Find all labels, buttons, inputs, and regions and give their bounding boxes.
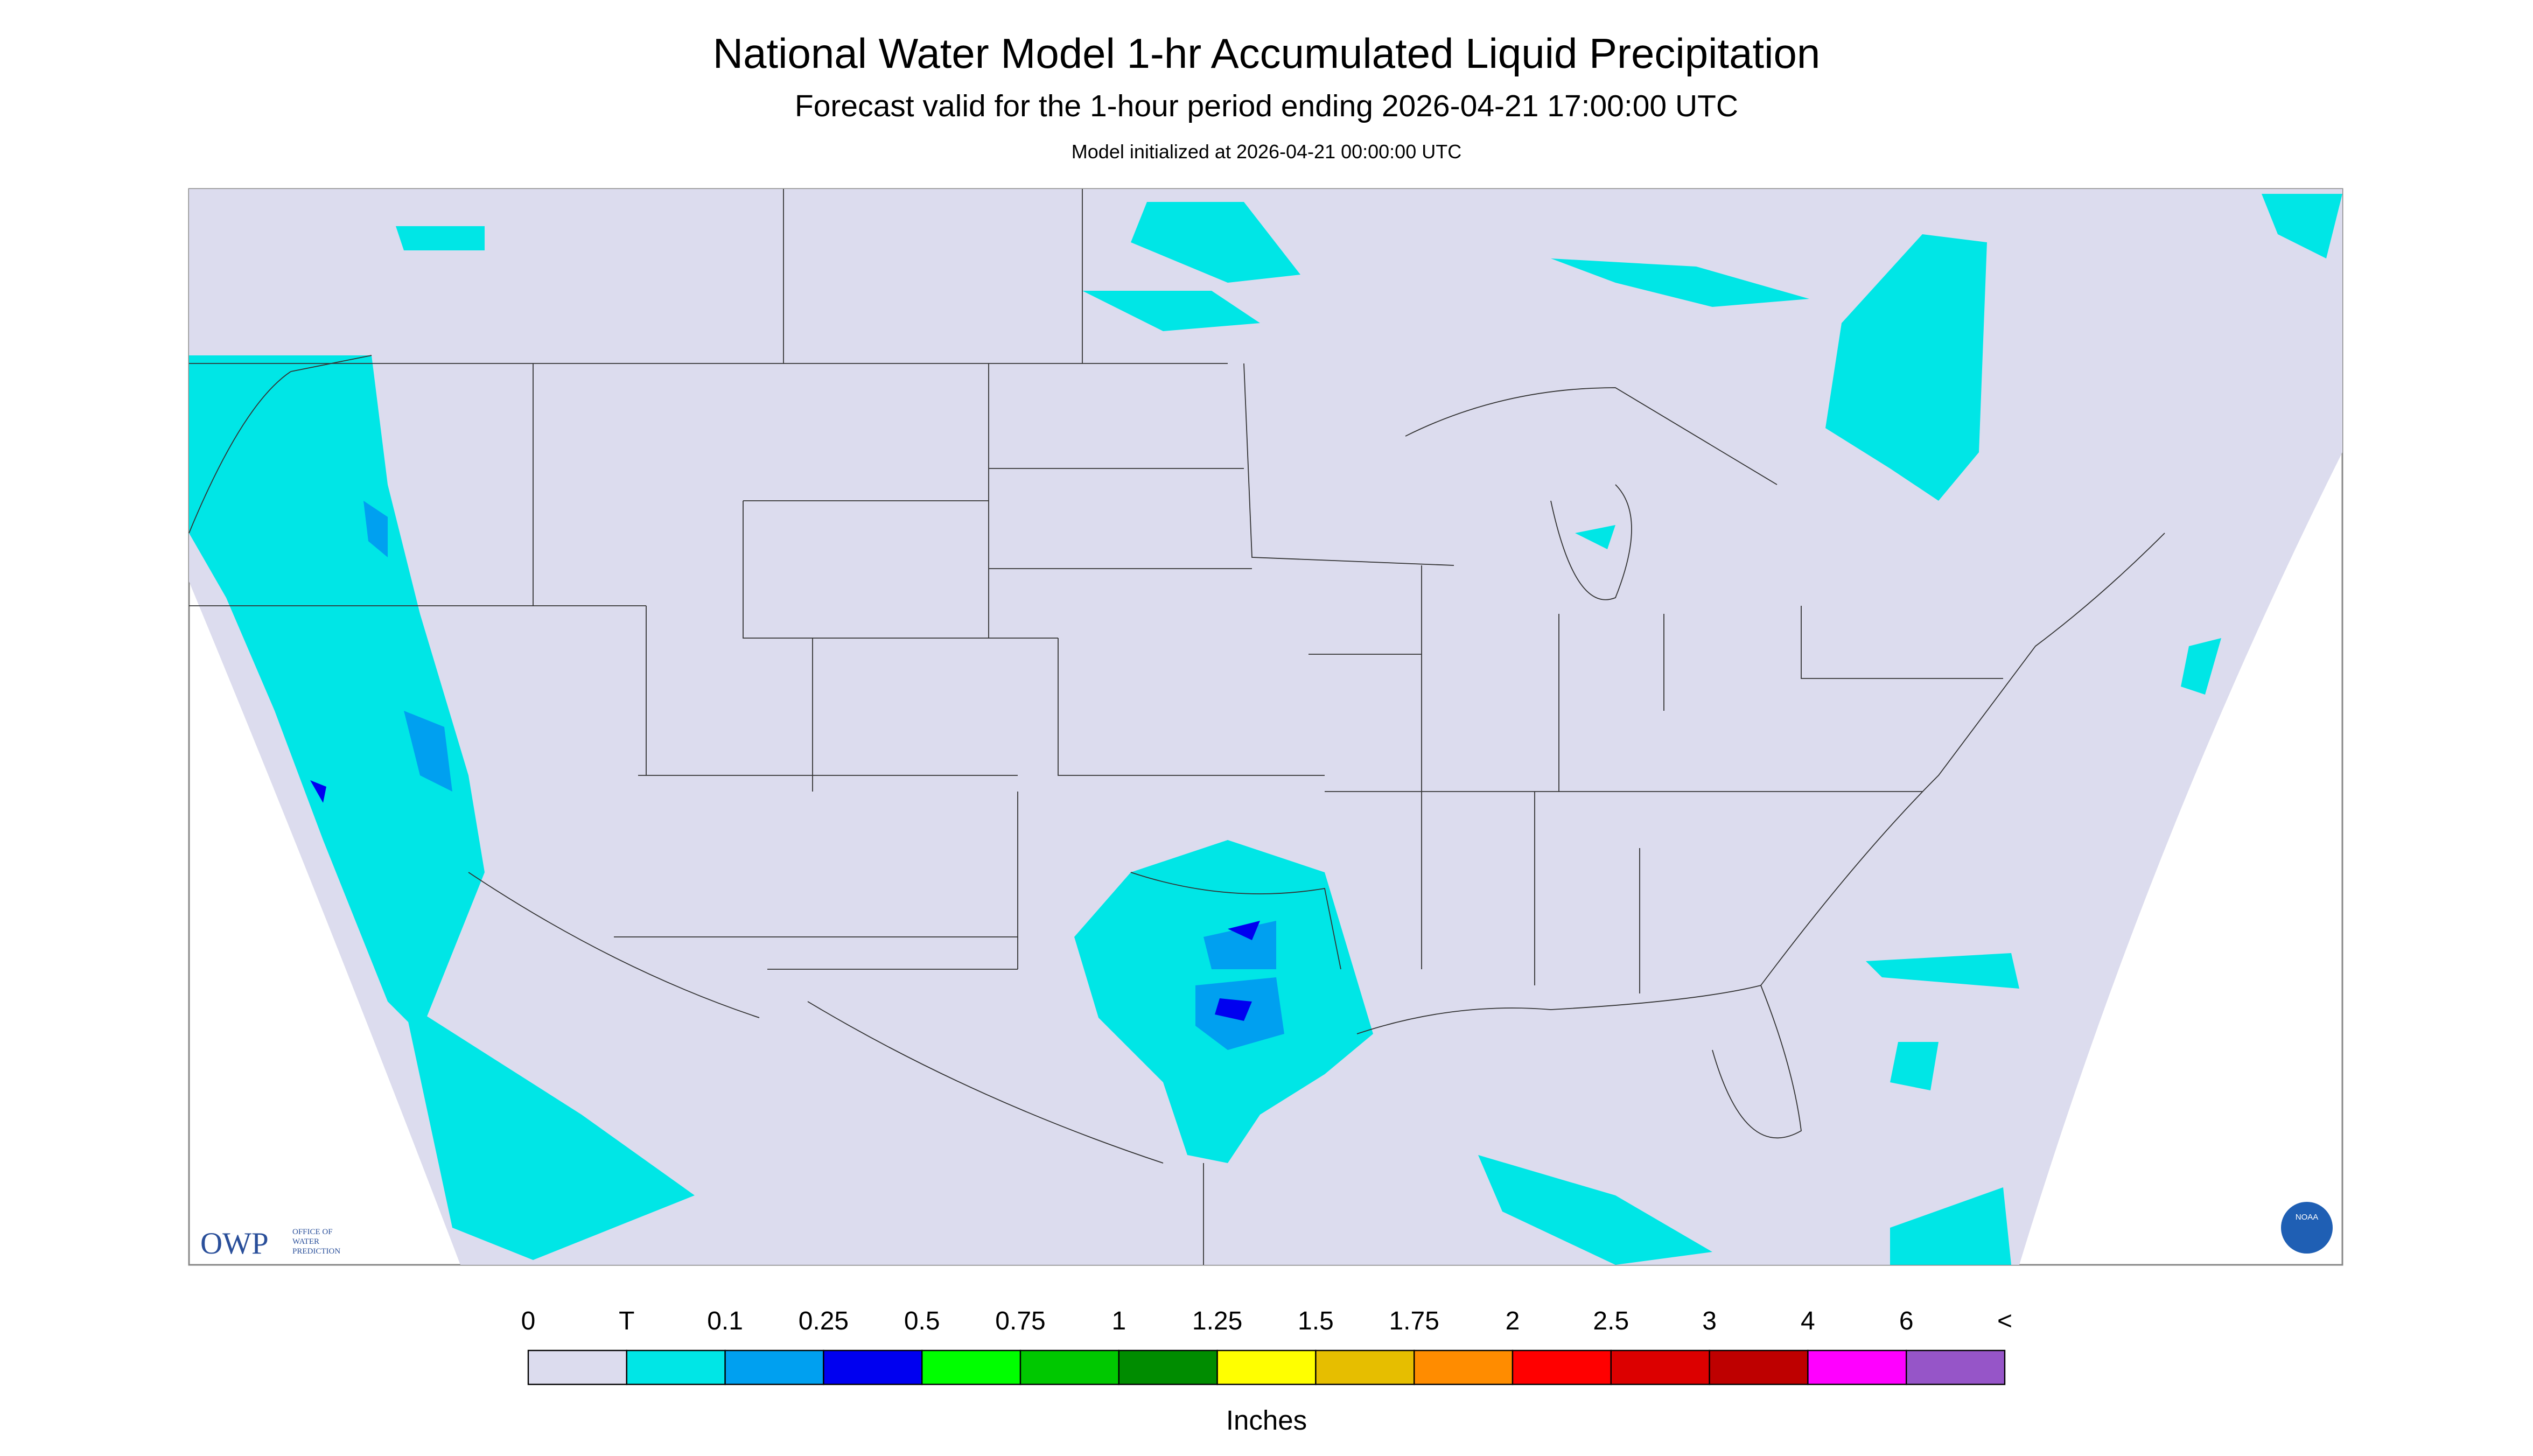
legend-unit: Inches bbox=[1226, 1405, 1307, 1436]
legend-label: 0.5 bbox=[904, 1307, 940, 1335]
noaa-logo bbox=[2281, 1202, 2333, 1254]
legend-swatch bbox=[1315, 1349, 1415, 1385]
legend-label: 0.75 bbox=[995, 1307, 1045, 1335]
map: OWP OFFICE OF WATER PREDICTION NOAA bbox=[188, 188, 2343, 1266]
legend-swatch bbox=[1019, 1349, 1120, 1385]
owp-sub: OFFICE OF WATER PREDICTION bbox=[292, 1228, 340, 1256]
owp-sub-line: WATER bbox=[292, 1237, 319, 1246]
precip-areas bbox=[189, 194, 2342, 1265]
legend-label: 0 bbox=[521, 1307, 536, 1335]
precip-heavy bbox=[310, 780, 1260, 1021]
legend-label: 4 bbox=[1801, 1307, 1815, 1335]
legend-label: 0.1 bbox=[707, 1307, 743, 1335]
legend-label: 1.5 bbox=[1298, 1307, 1334, 1335]
legend-label: < bbox=[1997, 1307, 2012, 1335]
legend-swatch bbox=[921, 1349, 1021, 1385]
owp-logo: OWP bbox=[200, 1227, 269, 1261]
legend-label: 2 bbox=[1506, 1307, 1520, 1335]
legend-swatch bbox=[724, 1349, 824, 1385]
legend-label: T bbox=[619, 1307, 634, 1335]
legend-label: 1.75 bbox=[1389, 1307, 1439, 1335]
init-time: Model initialized at 2026-04-21 00:00:00… bbox=[1072, 141, 1461, 163]
legend-swatch bbox=[1216, 1349, 1317, 1385]
legend-swatch bbox=[1610, 1349, 1710, 1385]
legend-swatch bbox=[1709, 1349, 1809, 1385]
legend-swatch bbox=[1905, 1349, 2006, 1385]
boundaries bbox=[188, 189, 2165, 1265]
legend-swatch bbox=[527, 1349, 628, 1385]
legend-swatch bbox=[1414, 1349, 1514, 1385]
legend-swatch bbox=[823, 1349, 923, 1385]
domain bbox=[189, 189, 2342, 1265]
subtitle: Forecast valid for the 1-hour period end… bbox=[795, 89, 1738, 123]
noaa-text: NOAA bbox=[2296, 1213, 2319, 1222]
legend-label: 1 bbox=[1111, 1307, 1126, 1335]
legend: 0 T 0.1 0.25 0.5 0.75 1 1.25 1.5 1.75 2 2.5 3 4 6 < bbox=[521, 1307, 2012, 1385]
legend-label: 1.25 bbox=[1192, 1307, 1242, 1335]
legend-swatch bbox=[1512, 1349, 1612, 1385]
legend-label: 0.25 bbox=[799, 1307, 849, 1335]
legend-label: 6 bbox=[1899, 1307, 1914, 1335]
title: National Water Model 1-hr Accumulated Li… bbox=[713, 30, 1821, 77]
legend-swatch bbox=[1807, 1349, 1907, 1385]
legend-swatch bbox=[1118, 1349, 1218, 1385]
legend-swatch bbox=[626, 1349, 726, 1385]
legend-label: 2.5 bbox=[1593, 1307, 1629, 1335]
owp-sub-line: PREDICTION bbox=[292, 1247, 340, 1256]
legend-label: 3 bbox=[1702, 1307, 1717, 1335]
owp-sub-line: OFFICE OF bbox=[292, 1228, 333, 1236]
